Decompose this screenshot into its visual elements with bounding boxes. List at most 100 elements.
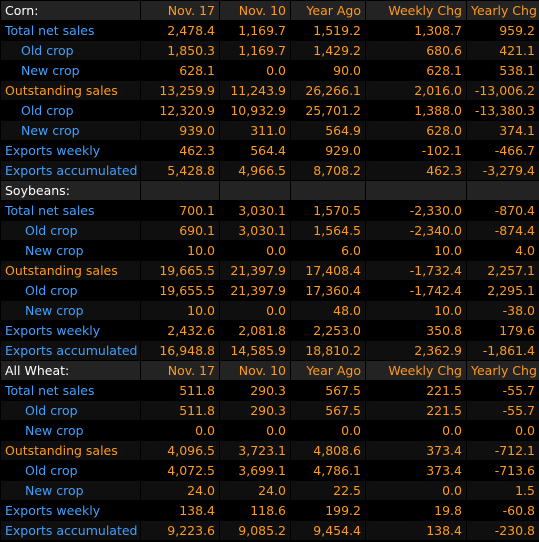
table-cell: 538.1 xyxy=(467,61,539,80)
table-cell: 18,810.2 xyxy=(291,341,365,360)
column-header xyxy=(141,181,219,200)
table-cell: 3,699.1 xyxy=(220,461,290,480)
row-label: New crop xyxy=(1,421,140,440)
table-row: Total net sales 700.1 3,030.1 1,570.5 -2,330… xyxy=(1,201,539,220)
table-cell: 138.4 xyxy=(366,521,466,540)
table-cell: 17,360.4 xyxy=(291,281,365,300)
table-cell: 5,428.8 xyxy=(141,161,219,180)
row-label: Exports weekly xyxy=(1,321,140,340)
table-cell: 3,030.1 xyxy=(220,201,290,220)
row-label: Total net sales xyxy=(1,21,140,40)
table-cell: 1,429.2 xyxy=(291,41,365,60)
table-cell: 2,257.1 xyxy=(467,261,539,280)
column-header: Yearly Chg xyxy=(467,1,539,20)
table-cell: 24.0 xyxy=(141,481,219,500)
table-cell: 1,570.5 xyxy=(291,201,365,220)
table-cell: 462.3 xyxy=(366,161,466,180)
column-header xyxy=(220,181,290,200)
table-cell: 0.0 xyxy=(220,421,290,440)
table-cell: 8,708.2 xyxy=(291,161,365,180)
table-cell: 2,295.1 xyxy=(467,281,539,300)
table-row: New crop 0.0 0.0 0.0 0.0 0.0 xyxy=(1,421,539,440)
table-cell: 0.0 xyxy=(220,241,290,260)
table-cell: 2,362.9 xyxy=(366,341,466,360)
table-cell: 25,701.2 xyxy=(291,101,365,120)
table-cell: 2,253.0 xyxy=(291,321,365,340)
row-label: New crop xyxy=(1,61,140,80)
table-cell: 567.5 xyxy=(291,401,365,420)
table-cell: 4,072.5 xyxy=(141,461,219,480)
table-cell: -466.7 xyxy=(467,141,539,160)
table-cell: 6.0 xyxy=(291,241,365,260)
table-cell: 10.0 xyxy=(366,301,466,320)
table-cell: 48.0 xyxy=(291,301,365,320)
row-label: Total net sales xyxy=(1,201,140,220)
table-cell: 4.0 xyxy=(467,241,539,260)
table-cell: 14,585.9 xyxy=(220,341,290,360)
table-cell: 0.0 xyxy=(291,421,365,440)
table-row: New crop 939.0 311.0 564.9 628.0 374.1 xyxy=(1,121,539,140)
row-label: Exports weekly xyxy=(1,141,140,160)
table-cell: -713.6 xyxy=(467,461,539,480)
row-label: Exports accumulated xyxy=(1,341,140,360)
table-row: Old crop 4,072.5 3,699.1 4,786.1 373.4 -713.6 xyxy=(1,461,539,480)
table-cell: 4,808.6 xyxy=(291,441,365,460)
section-header-row: All Wheat: Nov. 17 Nov. 10 Year Ago Weekly C… xyxy=(1,361,539,380)
table-cell: 0.0 xyxy=(366,421,466,440)
section-title: Soybeans: xyxy=(1,181,140,200)
column-header: Weekly Chg xyxy=(366,361,466,380)
table-cell: 939.0 xyxy=(141,121,219,140)
section-title: Corn: xyxy=(1,1,140,20)
table-row: New crop 10.0 0.0 6.0 10.0 4.0 xyxy=(1,241,539,260)
table-cell: 290.3 xyxy=(220,401,290,420)
table-cell: 21,397.9 xyxy=(220,281,290,300)
table-cell: 959.2 xyxy=(467,21,539,40)
table-row: Exports accumulated 16,948.8 14,585.9 18,81… xyxy=(1,341,539,360)
table-row: New crop 10.0 0.0 48.0 10.0 -38.0 xyxy=(1,301,539,320)
row-label: New crop xyxy=(1,121,140,140)
table-cell: 11,243.9 xyxy=(220,81,290,100)
table-cell: 0.0 xyxy=(141,421,219,440)
table-row: Total net sales 511.8 290.3 567.5 221.5 -55.7 xyxy=(1,381,539,400)
column-header: Year Ago xyxy=(291,361,365,380)
table-row: Outstanding sales 19,665.5 21,397.9 17,408.… xyxy=(1,261,539,280)
row-label: Outstanding sales xyxy=(1,261,140,280)
table-cell: 4,966.5 xyxy=(220,161,290,180)
table-row: Exports weekly 462.3 564.4 929.0 -102.1 -466.… xyxy=(1,141,539,160)
table-cell: 1,169.7 xyxy=(220,21,290,40)
table-cell: 10.0 xyxy=(141,241,219,260)
table-cell: 373.4 xyxy=(366,461,466,480)
table-row: Old crop 690.1 3,030.1 1,564.5 -2,340.0 -874.… xyxy=(1,221,539,240)
row-label: New crop xyxy=(1,241,140,260)
table-cell: -1,732.4 xyxy=(366,261,466,280)
table-cell: -712.1 xyxy=(467,441,539,460)
row-label: Outstanding sales xyxy=(1,441,140,460)
table-cell: 1,519.2 xyxy=(291,21,365,40)
table-cell: -55.7 xyxy=(467,381,539,400)
table-row: Total net sales 2,478.4 1,169.7 1,519.2 1,30… xyxy=(1,21,539,40)
table-cell: 4,786.1 xyxy=(291,461,365,480)
table-row: Old crop 19,655.5 21,397.9 17,360.4 -1,742.4… xyxy=(1,281,539,300)
table-cell: 19.8 xyxy=(366,501,466,520)
table-row: Exports weekly 2,432.6 2,081.8 2,253.0 350.8… xyxy=(1,321,539,340)
table-cell: 21,397.9 xyxy=(220,261,290,280)
table-cell: 690.1 xyxy=(141,221,219,240)
table-cell: 17,408.4 xyxy=(291,261,365,280)
table-row: Old crop 12,320.9 10,932.9 25,701.2 1,388.0-… xyxy=(1,101,539,120)
table-cell: 22.5 xyxy=(291,481,365,500)
table-cell: -13,006.2 xyxy=(467,81,539,100)
table-cell: 9,085.2 xyxy=(220,521,290,540)
table-cell: 564.4 xyxy=(220,141,290,160)
table-cell: 10.0 xyxy=(366,241,466,260)
table-cell: 628.1 xyxy=(366,61,466,80)
table-row: New crop 24.0 24.0 22.5 0.0 1.5 xyxy=(1,481,539,500)
table-cell: 2,478.4 xyxy=(141,21,219,40)
table-cell: 350.8 xyxy=(366,321,466,340)
table-cell: 564.9 xyxy=(291,121,365,140)
column-header: Year Ago xyxy=(291,1,365,20)
table-cell: 511.8 xyxy=(141,401,219,420)
table-cell: 90.0 xyxy=(291,61,365,80)
table-cell: -3,279.4 xyxy=(467,161,539,180)
table-cell: 421.1 xyxy=(467,41,539,60)
table-cell: -38.0 xyxy=(467,301,539,320)
